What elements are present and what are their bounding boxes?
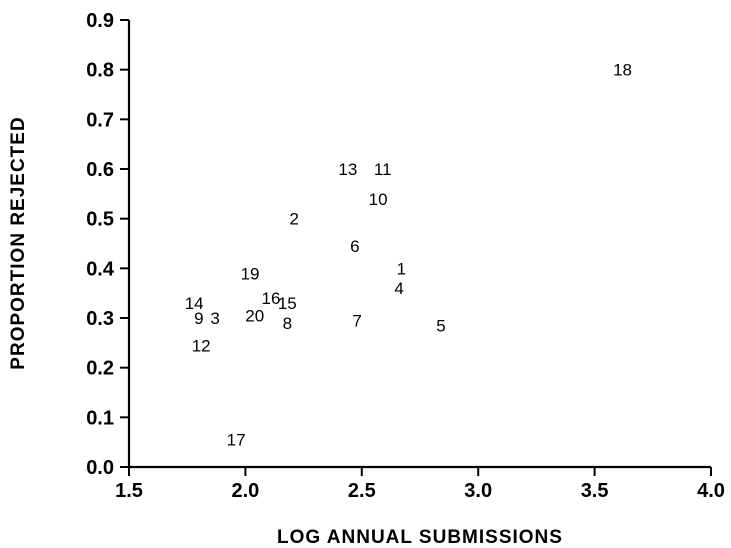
data-point-7: 7 xyxy=(352,311,361,330)
x-axis-ticks: 1.5 2.0 2.5 3.0 3.5 4.0 xyxy=(115,467,725,502)
data-point-14: 14 xyxy=(185,294,204,313)
data-point-1: 1 xyxy=(397,259,406,278)
data-point-2: 2 xyxy=(290,210,299,229)
data-point-18: 18 xyxy=(613,61,632,80)
data-point-5: 5 xyxy=(436,316,445,335)
data-point-8: 8 xyxy=(283,314,292,333)
data-point-15: 15 xyxy=(278,294,297,313)
data-point-9: 9 xyxy=(194,309,203,328)
data-point-16: 16 xyxy=(262,289,281,308)
x-tick-label: 3.0 xyxy=(464,480,492,502)
x-tick-label: 2.5 xyxy=(348,480,376,502)
y-tick-label: 0.7 xyxy=(86,109,114,131)
y-tick-label: 0.0 xyxy=(86,457,114,479)
data-point-3: 3 xyxy=(210,309,219,328)
x-axis-title: LOG ANNUAL SUBMISSIONS xyxy=(277,527,563,548)
data-point-10: 10 xyxy=(369,190,388,209)
y-tick-label: 0.3 xyxy=(86,308,114,330)
y-axis-title: PROPORTION REJECTED xyxy=(8,116,29,369)
y-tick-label: 0.4 xyxy=(86,258,115,280)
y-tick-label: 0.5 xyxy=(86,209,114,231)
data-point-17: 17 xyxy=(227,431,246,450)
axes xyxy=(127,20,711,469)
x-tick-label: 3.5 xyxy=(581,480,609,502)
y-axis-ticks: 0.0 0.1 0.2 0.3 0.4 0.5 0.6 0.7 0.8 0.9 xyxy=(86,10,129,479)
data-point-20: 20 xyxy=(245,307,264,326)
y-tick-label: 0.8 xyxy=(86,60,114,82)
data-point-4: 4 xyxy=(394,279,403,298)
data-point-12: 12 xyxy=(192,336,211,355)
y-tick-label: 0.2 xyxy=(86,358,114,380)
x-tick-label: 2.0 xyxy=(231,480,259,502)
data-point-13: 13 xyxy=(338,160,357,179)
data-point-11: 11 xyxy=(374,160,392,179)
x-tick-label: 1.5 xyxy=(115,480,143,502)
y-tick-label: 0.9 xyxy=(86,10,114,32)
data-point-19: 19 xyxy=(241,264,260,283)
y-tick-label: 0.6 xyxy=(86,159,114,181)
data-point-6: 6 xyxy=(350,237,359,256)
y-tick-label: 0.1 xyxy=(86,407,114,429)
x-tick-label: 4.0 xyxy=(697,480,725,502)
